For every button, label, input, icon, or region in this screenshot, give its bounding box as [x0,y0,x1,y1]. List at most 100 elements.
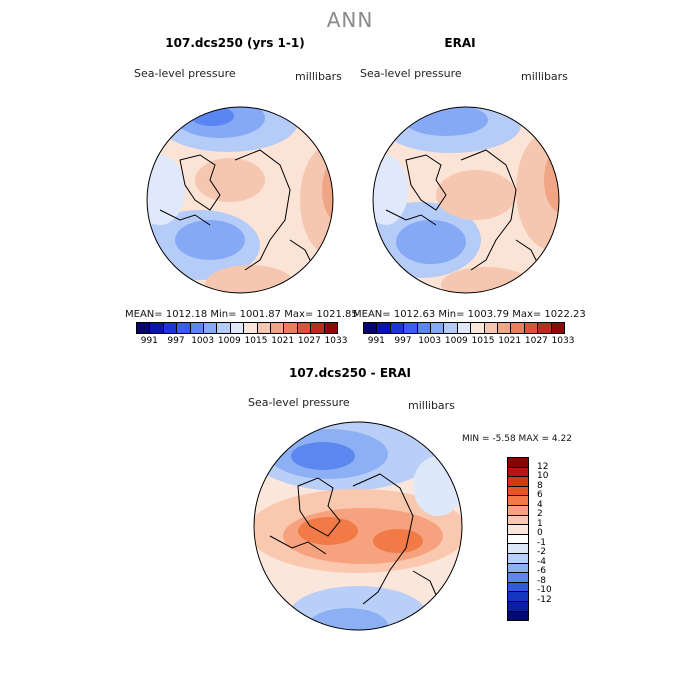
colorbar-label: 1015 [471,336,495,346]
colorbar-swatch [508,563,528,574]
colorbar-swatch [311,323,325,333]
colorbar-swatch [163,323,178,333]
panel2-stats: MEAN= 1012.63 Min= 1003.79 Max= 1022.23 [353,309,586,320]
colorbar-label: -6 [537,566,546,577]
colorbar-swatch [508,592,528,602]
colorbar-swatch [538,323,552,333]
colorbar-label: 2 [537,509,543,520]
colorbar-panel2 [363,322,565,334]
colorbar-swatch [508,573,528,583]
colorbar-diff [507,457,529,621]
colorbar-label: 1027 [524,336,548,346]
colorbar-label: 8 [537,480,543,491]
colorbar-swatch [431,323,445,333]
colorbar-swatch [417,323,432,333]
colorbar-swatch [150,323,164,333]
panel1-title: 107.dcs250 (yrs 1-1) [165,36,305,50]
colorbar-label: 1009 [444,336,468,346]
panel3-variable: Sea-level pressure [248,396,350,409]
colorbar-swatch [271,323,285,333]
colorbar-label: -8 [537,575,546,586]
colorbar-label: 0 [537,528,543,539]
colorbar-swatch [524,323,539,333]
colorbar-swatch [508,534,528,545]
colorbar-swatch [377,323,391,333]
panel3-units: millibars [408,399,455,412]
colorbar-swatch [508,505,528,516]
colorbar-swatch [508,601,528,612]
colorbar-label: 10 [537,471,549,482]
colorbar-swatch [551,323,565,333]
colorbar-swatch [471,323,485,333]
colorbar-swatch [137,323,151,333]
colorbar-label: 991 [367,336,385,346]
colorbar-swatch [508,553,528,564]
colorbar-label: -1 [537,537,546,548]
colorbar-swatch [324,323,338,333]
colorbar-swatch [297,323,312,333]
colorbar-swatch [190,323,205,333]
colorbar-swatch [230,323,245,333]
colorbar-label: 1033 [551,336,575,346]
colorbar-label: 1015 [244,336,268,346]
panel2-variable: Sea-level pressure [360,67,462,80]
colorbar-label: 997 [394,336,412,346]
panel3-stats: MIN = -5.58 MAX = 4.22 [462,434,572,444]
colorbar-label: 4 [537,499,543,510]
colorbar-label: 997 [167,336,185,346]
colorbar-swatch [508,525,528,535]
colorbar-swatch [508,582,528,593]
colorbar-label: 6 [537,490,543,501]
panel2-title: ERAI [444,36,476,50]
colorbar-swatch [508,544,528,554]
colorbar-swatch [508,515,528,526]
colorbar-swatch [508,496,528,506]
colorbar-diff-labels: 12 10 8 6 4 2 1 0 -1 -2 -4 -6 -8 -10 -12 [537,457,577,619]
colorbar-swatch [204,323,218,333]
colorbar-swatch [284,323,298,333]
panel1-units: millibars [295,70,342,83]
colorbar-label: 1009 [217,336,241,346]
colorbar-swatch [508,467,528,478]
colorbar-swatch [508,486,528,497]
panel1-map [146,106,334,294]
colorbar-panel1 [136,322,338,334]
colorbar-swatch [390,323,405,333]
panel1-variable: Sea-level pressure [134,67,236,80]
colorbar-swatch [511,323,525,333]
season-title: ANN [326,8,374,32]
colorbar-swatch [177,323,191,333]
colorbar-label: -12 [537,594,552,605]
colorbar-panel1-labels: 991 997 1003 1009 1015 1021 1027 1033 [136,336,348,348]
colorbar-swatch [457,323,472,333]
panel3-title: 107.dcs250 - ERAI [288,366,412,380]
colorbar-label: -4 [537,556,546,567]
colorbar-swatch [244,323,258,333]
colorbar-label: 12 [537,461,549,472]
panel3-map [253,421,463,631]
colorbar-swatch [257,323,272,333]
colorbar-label: 991 [140,336,158,346]
colorbar-swatch [508,458,528,468]
panel1-stats: MEAN= 1012.18 Min= 1001.87 Max= 1021.85 [125,309,358,320]
colorbar-panel2-labels: 991 997 1003 1009 1015 1021 1027 1033 [363,336,575,348]
colorbar-label: 1021 [498,336,522,346]
colorbar-label: 1003 [418,336,442,346]
colorbar-swatch [508,477,528,487]
colorbar-label: -2 [537,547,546,558]
colorbar-label: 1 [537,518,543,529]
colorbar-label: -10 [537,585,552,596]
colorbar-label: 1003 [191,336,215,346]
colorbar-label: 1021 [271,336,295,346]
colorbar-label: 1033 [324,336,348,346]
colorbar-swatch [444,323,458,333]
colorbar-swatch [508,611,528,621]
colorbar-swatch [404,323,418,333]
colorbar-swatch [364,323,378,333]
colorbar-swatch [217,323,231,333]
panel2-map [372,106,560,294]
colorbar-label: 1027 [297,336,321,346]
colorbar-swatch [484,323,499,333]
colorbar-swatch [498,323,512,333]
panel2-units: millibars [521,70,568,83]
